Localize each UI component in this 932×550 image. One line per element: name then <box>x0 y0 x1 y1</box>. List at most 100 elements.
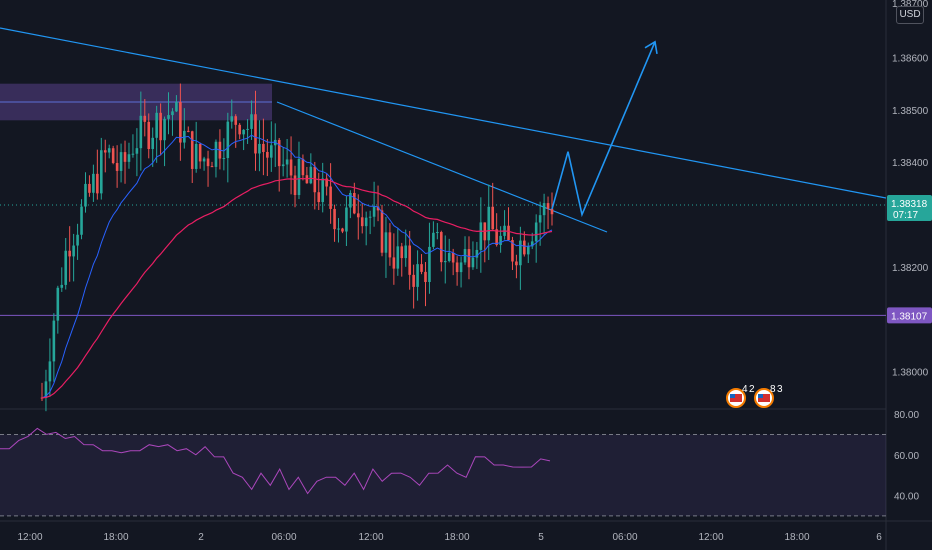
candle-body <box>88 183 91 193</box>
event-count: 8 <box>770 384 776 395</box>
candle-body <box>115 163 119 171</box>
rsi-tick-label: 60.00 <box>894 451 919 462</box>
candle-body <box>329 186 332 209</box>
candle-body <box>139 115 143 149</box>
candle-body <box>313 166 317 193</box>
candle-body <box>107 148 111 153</box>
candle-body <box>111 148 115 164</box>
candle-body <box>72 245 75 257</box>
candle-body <box>436 232 439 234</box>
candle-body <box>262 143 265 152</box>
candle-body <box>84 183 87 207</box>
flag-stripe <box>758 394 770 402</box>
time-tick-label: 18:00 <box>784 532 809 543</box>
candle-body <box>451 252 455 263</box>
candle-body <box>159 112 162 141</box>
candle-body <box>356 213 360 218</box>
candle-body <box>289 159 293 176</box>
candle-body <box>64 250 68 285</box>
candle-body <box>143 115 147 122</box>
candle-body <box>337 228 340 230</box>
candle-body <box>372 206 376 217</box>
flag-canton <box>730 394 735 398</box>
candle-body <box>424 271 427 283</box>
price-tick-label: 1.38700 <box>892 0 929 10</box>
candle-body <box>56 287 60 321</box>
candle-body <box>270 145 273 158</box>
candle-body <box>254 114 257 154</box>
candle-body <box>396 246 400 269</box>
ema-slow-line <box>41 177 553 399</box>
candle-body <box>412 274 415 287</box>
candle-body <box>487 206 491 241</box>
candle-body <box>440 232 443 263</box>
candle-body <box>119 152 123 171</box>
candle-body <box>277 139 281 167</box>
candle-body <box>60 284 64 288</box>
candle-body <box>392 257 396 269</box>
candle-body <box>281 164 285 167</box>
candle-body <box>297 158 301 196</box>
candle-body <box>364 217 368 227</box>
candle-body <box>546 203 550 209</box>
candle-body <box>103 150 107 153</box>
event-sub: 3 <box>777 384 783 395</box>
candle-body <box>511 240 514 262</box>
candle-body <box>463 249 467 263</box>
time-tick-label: 2 <box>198 532 204 543</box>
candle-body <box>194 143 198 169</box>
candle-body <box>515 261 518 266</box>
candle-body <box>266 151 269 158</box>
candle-body <box>226 121 230 159</box>
candle-body <box>167 115 170 119</box>
candle-body <box>495 229 498 245</box>
candle-body <box>432 232 435 247</box>
price-tick-label: 1.38600 <box>892 54 929 65</box>
candle-body <box>186 130 190 132</box>
candle-body <box>285 159 289 165</box>
candle-body <box>246 128 249 130</box>
candle-body <box>447 252 451 262</box>
candle-body <box>52 320 56 362</box>
candle-body <box>420 264 423 272</box>
projection-arrowhead <box>644 40 658 54</box>
candle-body <box>443 261 447 263</box>
time-tick-label: 12:00 <box>358 532 383 543</box>
countdown-timer: 07:17 <box>893 210 918 221</box>
candle-body <box>325 178 328 187</box>
candle-body <box>519 240 522 266</box>
candle-body <box>542 203 546 216</box>
candle-body <box>408 245 411 275</box>
rsi-band <box>0 434 886 516</box>
support-level-badge <box>887 307 932 324</box>
candle-body <box>459 262 463 273</box>
candle-body <box>202 158 206 162</box>
candle-body <box>475 249 479 258</box>
candle-body <box>404 245 408 259</box>
time-tick-label: 06:00 <box>612 532 637 543</box>
candle-body <box>147 121 151 149</box>
candle-body <box>242 129 245 135</box>
candle-body <box>491 206 494 230</box>
candle-body <box>384 232 388 253</box>
candle-body <box>80 206 83 235</box>
price-tick-label: 1.38500 <box>892 106 929 117</box>
candle-body <box>100 150 103 194</box>
time-tick-label: 18:00 <box>444 532 469 543</box>
time-tick-label: 18:00 <box>103 532 128 543</box>
candle-body <box>428 246 431 283</box>
candle-body <box>96 173 99 194</box>
candle-body <box>467 249 471 268</box>
candle-body <box>353 192 356 214</box>
candles <box>40 83 554 412</box>
candle-body <box>471 257 475 268</box>
candle-body <box>321 178 324 203</box>
candle-body <box>92 173 95 193</box>
candle-body <box>534 222 538 242</box>
currency-label[interactable]: USD <box>896 6 924 24</box>
